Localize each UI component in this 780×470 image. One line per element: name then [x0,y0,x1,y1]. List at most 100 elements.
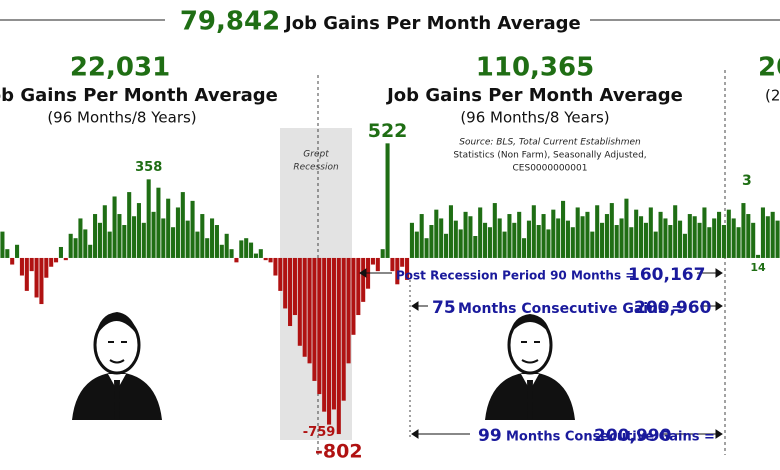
bar [146,179,151,258]
bar [312,257,317,381]
bar [107,231,112,258]
bar [439,218,444,258]
value-label: 522 [368,120,408,142]
arrows [359,268,723,439]
bar [39,257,44,305]
bar [156,187,161,258]
bar [380,249,385,258]
bar [414,231,419,258]
panel-text: Job Gains Per Month Average [0,85,278,106]
bar [458,229,463,258]
bar [117,214,122,258]
bar [682,233,687,258]
bar [351,257,356,335]
bar [395,257,400,285]
bar [292,257,297,316]
value-label: 14 [750,261,766,274]
bar [49,257,54,267]
bar [663,218,668,258]
bar [234,257,239,263]
bar [195,231,200,258]
bar [83,229,88,258]
bar [346,257,351,364]
bar [741,203,746,258]
bar [263,257,268,261]
bar [166,198,171,258]
bar [473,236,478,258]
bar [336,257,341,435]
panel-sub: (96 Months/8 Years) [460,109,609,127]
bar [63,257,68,261]
bar [132,216,137,258]
bar [322,257,327,412]
bar [726,209,731,258]
bar [141,222,146,258]
bar [224,233,229,258]
bar [517,211,522,258]
bar [151,211,156,258]
bar [273,257,278,276]
bar [609,203,614,258]
bar [643,222,648,258]
bar [429,225,434,258]
bar [409,222,414,258]
bar [214,225,219,258]
bar [619,218,624,258]
title-number: 79,842 [180,7,280,37]
bar [219,244,224,258]
bar [185,220,190,258]
bar [673,205,678,258]
bar [522,238,527,258]
bar [434,209,439,258]
bar [73,238,78,258]
recession-label: Recession [293,163,339,173]
bar [502,231,507,258]
bar [448,205,453,258]
bar [10,257,15,265]
bar [692,216,697,258]
bar [712,218,717,258]
bar [639,216,644,258]
bar [707,227,712,258]
bar [546,229,551,258]
bar [536,225,541,258]
bar [249,242,254,258]
bar [385,143,390,258]
bar [483,222,488,258]
bar [507,214,512,258]
bar [258,249,263,258]
bar [297,257,302,346]
bar [590,231,595,258]
bar [570,227,575,258]
bar [122,225,127,258]
bar [551,209,556,258]
bar [356,257,361,316]
bar [0,231,5,258]
bar [54,257,59,263]
annotation-number: 200,990 [594,426,672,446]
bar [88,244,93,258]
value-label: -802 [315,441,363,463]
bar [624,198,629,258]
bar [341,257,346,401]
bar [29,257,34,272]
bar [24,257,29,291]
value-label: -759 [303,425,336,440]
portrait [72,312,162,420]
bar [175,207,180,258]
bar [161,218,166,258]
annotation: Post Recession Period 90 Months = [396,269,635,283]
bar [288,257,293,327]
annotation-number: 200,960 [634,298,712,318]
bar [648,207,653,258]
bar [595,205,600,258]
bar [687,214,692,258]
bar [424,238,429,258]
bar [580,216,585,258]
bar [102,205,107,258]
bar [756,254,761,258]
bar [561,200,566,258]
title: Job Gains Per Month Average [283,13,581,34]
bar [565,220,570,258]
bar [600,222,605,258]
